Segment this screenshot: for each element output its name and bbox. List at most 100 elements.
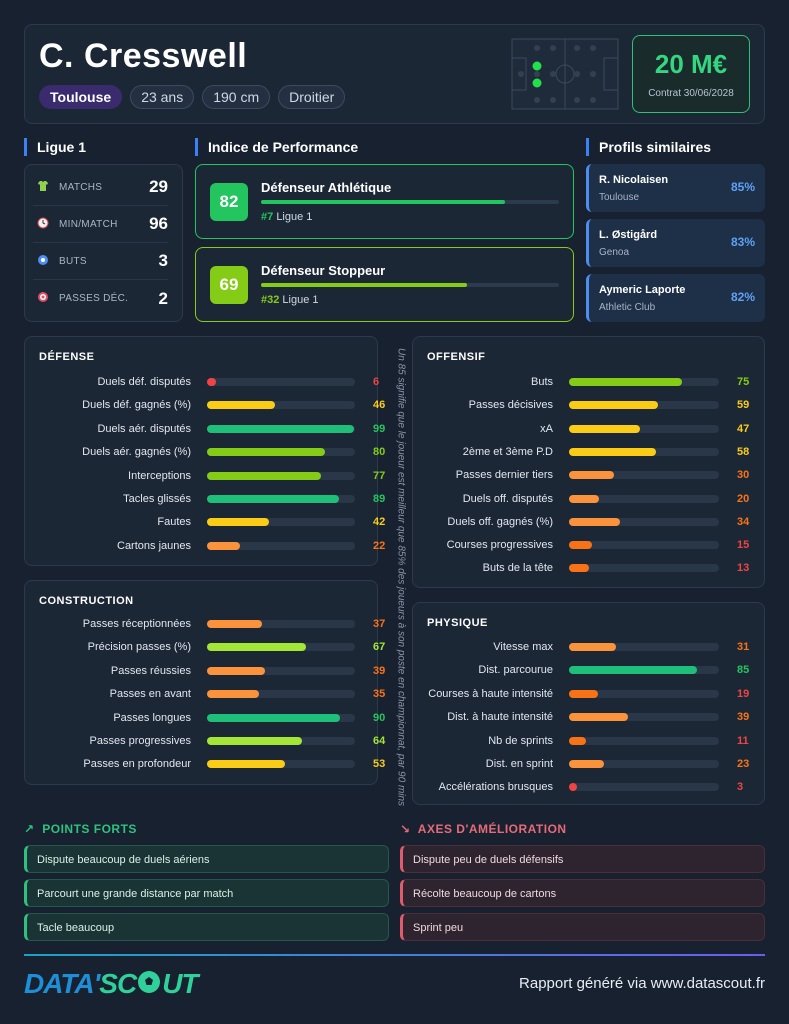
- player-name: C. Cresswell: [39, 37, 248, 75]
- metric-bar-fill: [569, 494, 599, 503]
- pitch-position-icon: [511, 38, 619, 110]
- metric-label: Interceptions: [128, 469, 191, 482]
- performance-rank: #7 Ligue 1: [261, 211, 312, 223]
- metric-bar-fill: [569, 760, 604, 768]
- metric-label: Dist. en sprint: [485, 758, 553, 770]
- metric-bar-fill: [569, 401, 658, 410]
- rank-number: #32: [261, 294, 280, 306]
- metric-bar: [569, 494, 719, 503]
- market-value: 20 M€: [654, 49, 728, 79]
- metric-row: Duels off. disputés 20: [413, 489, 764, 509]
- performance-score: 82: [210, 183, 248, 221]
- metric-value: 47: [737, 422, 750, 435]
- metric-row: Passes en profondeur 53: [25, 754, 385, 774]
- stat-label: MATCHS: [59, 181, 103, 193]
- performance-title: Indice de Performance: [195, 138, 358, 156]
- metric-bar: [207, 518, 355, 527]
- metric-bar: [207, 541, 355, 550]
- similar-player-card[interactable]: Aymeric Laporte Athletic Club 82%: [586, 274, 765, 322]
- metric-bar-fill: [207, 643, 307, 652]
- metric-bar: [207, 378, 355, 386]
- metric-row: Nb de sprints 11: [413, 731, 764, 751]
- performance-score: 69: [210, 266, 248, 304]
- metric-row: Dist. à haute intensité 39: [413, 707, 764, 727]
- metric-bar: [569, 564, 719, 573]
- performance-role: Défenseur Stoppeur: [261, 263, 386, 278]
- trend-up-icon: ↗: [24, 822, 35, 836]
- strength-item: Parcourt une grande distance par match: [24, 879, 389, 907]
- metric-value: 34: [737, 515, 750, 528]
- metric-bar-fill: [207, 424, 354, 433]
- metric-row: Fautes 42: [25, 512, 385, 532]
- metric-row: Interceptions 77: [25, 466, 385, 486]
- metric-label: Duels déf. gagnés (%): [82, 399, 191, 412]
- metric-row: Duels déf. disputés 6: [25, 372, 379, 392]
- metric-value: 85: [737, 664, 750, 677]
- stat-label: MIN/MATCH: [59, 218, 118, 230]
- metric-bar: [569, 424, 719, 433]
- defense-panel: DÉFENSE Duels déf. disputés 6 Duels déf. g…: [24, 336, 385, 566]
- rank-number: #7: [261, 211, 274, 223]
- similar-player-card[interactable]: R. Nicolaisen Toulouse 85%: [586, 164, 765, 212]
- metric-bar: [207, 666, 355, 675]
- metric-row: Dist. parcourue 85: [413, 660, 764, 680]
- metric-value: 77: [373, 469, 386, 482]
- panel-title: PHYSIQUE: [427, 617, 488, 629]
- offensif-panel: OFFENSIF Buts 75 Passes décisives 59 xA 47 2èm…: [412, 336, 765, 588]
- metric-bar: [569, 713, 719, 722]
- metric-bar-fill: [569, 447, 656, 456]
- metric-value: 35: [373, 688, 386, 701]
- metric-row: Buts de la tête 13: [413, 558, 764, 578]
- metric-row: Précision passes (%) 67: [25, 637, 386, 657]
- contract-date: Contrat 30/06/2028: [648, 88, 734, 99]
- metric-value: 22: [373, 539, 386, 552]
- metric-label: Passes en avant: [109, 688, 191, 701]
- age-tag: 23 ans: [130, 85, 195, 109]
- metric-label: Duels off. gagnés (%): [447, 515, 553, 528]
- metric-bar-fill: [207, 760, 286, 769]
- similar-title: Profils similaires: [586, 138, 711, 156]
- metric-bar: [569, 736, 719, 745]
- metric-bar: [569, 401, 719, 410]
- metric-bar-fill: [207, 471, 321, 480]
- metric-bar: [569, 666, 719, 675]
- metric-label: Passes progressives: [89, 735, 192, 747]
- metric-label: Passes réceptionnées: [82, 618, 191, 630]
- metric-row: Vitesse max 31: [413, 637, 764, 657]
- percentile-note: Un 85 signifie que le joueur est meilleu…: [396, 348, 407, 806]
- weaknesses-title: ↘ AXES D'AMÉLIORATION: [400, 822, 567, 836]
- metric-bar-fill: [207, 713, 341, 722]
- metric-value: 42: [373, 516, 386, 529]
- footer-text: Rapport généré via www.datascout.fr: [519, 975, 765, 992]
- metric-bar: [207, 620, 355, 628]
- metric-bar: [569, 447, 719, 456]
- metric-row: Passes réussies 39: [25, 661, 385, 681]
- height-tag: 190 cm: [202, 85, 271, 109]
- metric-row: Passes progressives 64: [25, 731, 386, 751]
- metric-bar: [569, 541, 719, 550]
- metric-bar-fill: [569, 666, 697, 675]
- logo-part-3: UT: [162, 968, 198, 999]
- metric-bar-fill: [207, 666, 265, 675]
- metric-value: 67: [373, 641, 386, 654]
- similar-player-card[interactable]: L. Østigård Genoa 83%: [586, 219, 765, 267]
- physique-panel: PHYSIQUE Vitesse max 31 Dist. parcourue 85 C…: [412, 602, 765, 805]
- performance-role: Défenseur Athlétique: [261, 180, 392, 195]
- metric-row: Courses progressives 15: [413, 535, 764, 555]
- metric-row: Passes réceptionnées 37: [25, 614, 385, 634]
- metric-value: 11: [737, 734, 749, 747]
- league-stats-card: MATCHS 29 MIN/MATCH 96 BUTS 3 PASSES DÉC…: [24, 164, 183, 322]
- stat-value: 29: [149, 177, 168, 196]
- similar-player-name: L. Østigård: [599, 229, 658, 241]
- construction-panel: CONSTRUCTION Passes réceptionnées 37 Préci…: [24, 580, 386, 785]
- metric-bar: [569, 689, 719, 698]
- metric-label: Fautes: [157, 516, 191, 529]
- performance-rank: #32 Ligue 1: [261, 294, 319, 306]
- similar-player-club: Genoa: [599, 247, 630, 258]
- clock-icon: [33, 217, 53, 232]
- stat-value: 2: [158, 288, 168, 308]
- foot-tag: Droitier: [278, 85, 346, 109]
- metric-value: 99: [373, 422, 386, 435]
- metric-bar-fill: [207, 518, 270, 527]
- metric-bar: [569, 783, 719, 792]
